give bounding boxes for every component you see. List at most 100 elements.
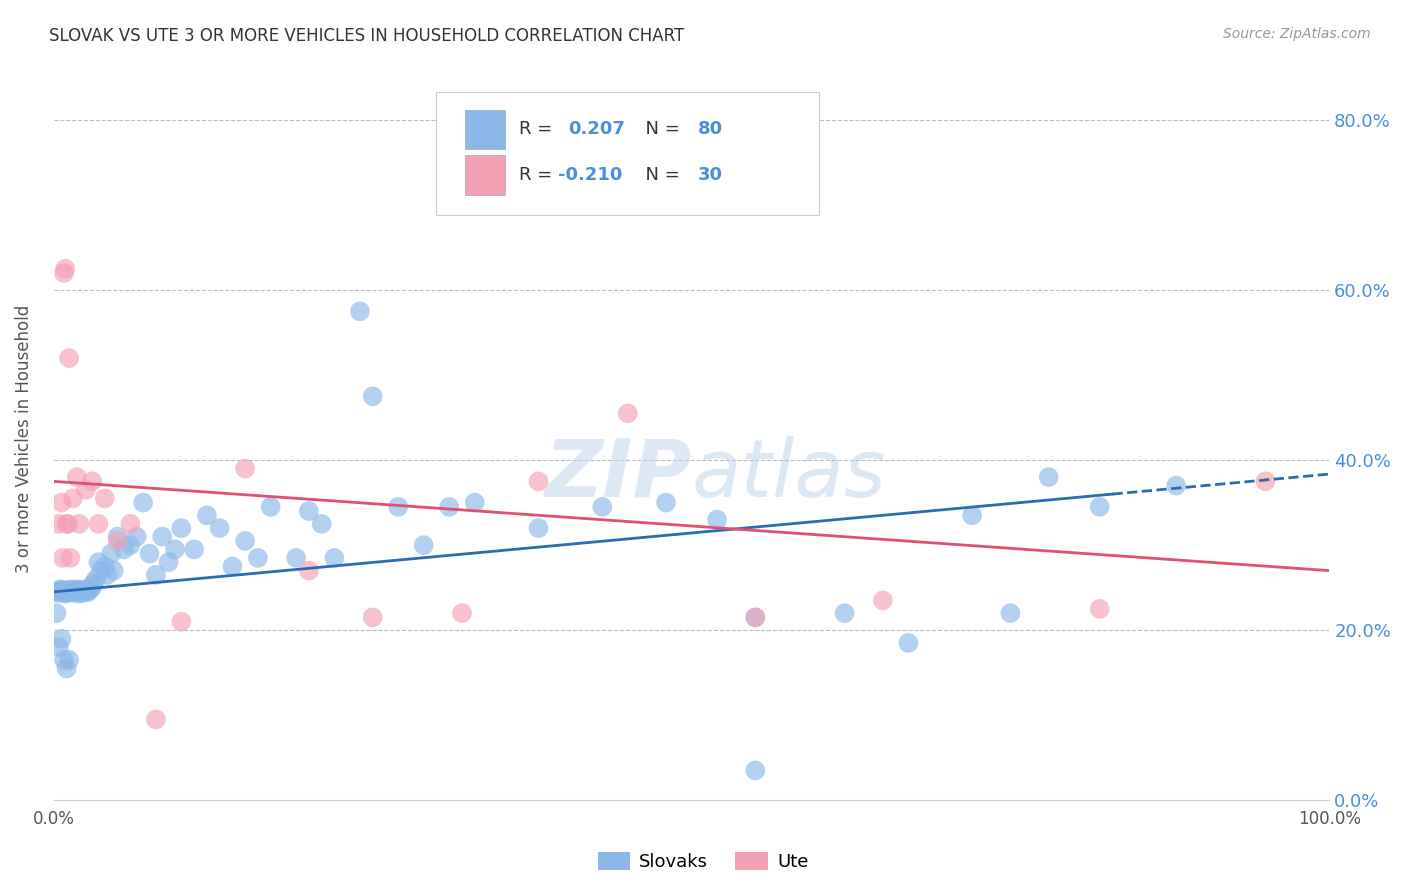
Point xyxy=(65,584,87,599)
Point xyxy=(69,584,91,599)
Point xyxy=(82,475,104,489)
Point xyxy=(960,508,983,523)
Point xyxy=(53,583,76,598)
Point xyxy=(591,500,613,514)
Point xyxy=(87,516,110,531)
Point xyxy=(90,564,112,578)
Point xyxy=(298,564,321,578)
Point xyxy=(311,516,333,531)
Point xyxy=(120,538,142,552)
Point xyxy=(66,582,89,597)
Text: atlas: atlas xyxy=(692,436,886,514)
Point xyxy=(1038,470,1060,484)
Point xyxy=(872,593,894,607)
Point xyxy=(195,508,218,523)
Point xyxy=(208,521,231,535)
Point xyxy=(58,653,80,667)
Point xyxy=(49,582,72,597)
Point xyxy=(150,530,173,544)
Point xyxy=(62,583,84,598)
Point xyxy=(51,586,73,600)
Text: 30: 30 xyxy=(697,166,723,184)
Point xyxy=(87,555,110,569)
Point xyxy=(527,521,550,535)
Point xyxy=(233,533,256,548)
Point xyxy=(616,406,638,420)
Point xyxy=(323,550,346,565)
Point xyxy=(107,530,129,544)
Point xyxy=(67,586,90,600)
Point xyxy=(298,504,321,518)
Point xyxy=(51,495,73,509)
Point xyxy=(96,567,118,582)
Point xyxy=(62,491,84,506)
Point xyxy=(132,495,155,509)
Point xyxy=(52,550,75,565)
Point xyxy=(82,581,104,595)
Point xyxy=(55,585,77,599)
Point xyxy=(349,304,371,318)
Point xyxy=(63,586,86,600)
Text: Source: ZipAtlas.com: Source: ZipAtlas.com xyxy=(1223,27,1371,41)
Point xyxy=(59,550,82,565)
Point xyxy=(107,533,129,548)
Point xyxy=(55,661,77,675)
Point xyxy=(1088,602,1111,616)
Point xyxy=(77,585,100,599)
Point xyxy=(70,583,93,598)
Text: N =: N = xyxy=(634,120,686,138)
Point xyxy=(82,576,104,591)
Point xyxy=(361,389,384,403)
Point xyxy=(51,632,73,646)
Point xyxy=(45,606,67,620)
Point xyxy=(145,567,167,582)
Point xyxy=(285,550,308,565)
Point xyxy=(59,582,82,597)
Point xyxy=(527,475,550,489)
FancyBboxPatch shape xyxy=(436,92,820,215)
Point xyxy=(170,615,193,629)
Point xyxy=(94,491,117,506)
Point xyxy=(66,470,89,484)
Point xyxy=(744,764,766,778)
Point xyxy=(437,500,460,514)
Point xyxy=(67,516,90,531)
Point xyxy=(53,261,76,276)
Point xyxy=(183,542,205,557)
Point xyxy=(834,606,856,620)
Point xyxy=(1088,500,1111,514)
Y-axis label: 3 or more Vehicles in Household: 3 or more Vehicles in Household xyxy=(15,305,32,573)
Point xyxy=(120,516,142,531)
Text: 80: 80 xyxy=(697,120,723,138)
Text: N =: N = xyxy=(634,166,686,184)
Text: R =: R = xyxy=(519,120,564,138)
Point xyxy=(75,483,97,497)
Point xyxy=(94,559,117,574)
Point xyxy=(48,516,70,531)
Point xyxy=(52,584,75,599)
Point xyxy=(79,582,101,597)
Point xyxy=(76,584,98,599)
Point xyxy=(56,516,79,531)
Point xyxy=(84,572,107,586)
Point xyxy=(48,584,70,599)
Point xyxy=(451,606,474,620)
Point xyxy=(744,610,766,624)
Text: SLOVAK VS UTE 3 OR MORE VEHICLES IN HOUSEHOLD CORRELATION CHART: SLOVAK VS UTE 3 OR MORE VEHICLES IN HOUS… xyxy=(49,27,685,45)
Legend: Slovaks, Ute: Slovaks, Ute xyxy=(591,846,815,879)
Point xyxy=(1166,478,1188,492)
Text: 0.207: 0.207 xyxy=(568,120,624,138)
Point xyxy=(55,516,77,531)
Text: -0.210: -0.210 xyxy=(558,166,621,184)
FancyBboxPatch shape xyxy=(464,110,505,149)
Point xyxy=(246,550,269,565)
Text: R =: R = xyxy=(519,166,558,184)
Point xyxy=(387,500,409,514)
Point xyxy=(1000,606,1022,620)
Point xyxy=(260,500,283,514)
Point xyxy=(112,542,135,557)
Point xyxy=(46,586,69,600)
Point xyxy=(138,547,160,561)
Point xyxy=(103,564,125,578)
Point xyxy=(464,495,486,509)
